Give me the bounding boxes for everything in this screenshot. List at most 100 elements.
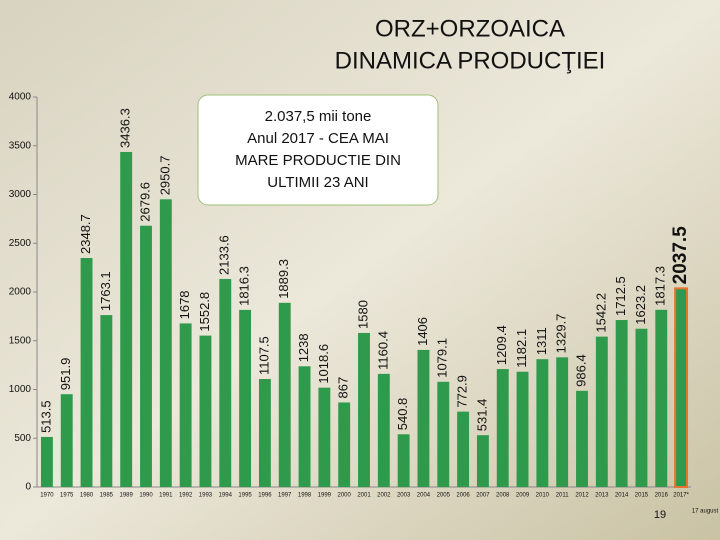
y-tick-label: 0 bbox=[25, 482, 31, 493]
footnote: 17 august bbox=[692, 509, 719, 515]
x-tick-label: 1975 bbox=[60, 493, 74, 499]
value-label: 1406 bbox=[415, 317, 430, 346]
value-label: 1018.6 bbox=[316, 344, 331, 384]
bar bbox=[40, 436, 53, 487]
x-tick-label: 1985 bbox=[100, 493, 114, 499]
bar bbox=[358, 332, 370, 487]
value-label: 2950.7 bbox=[157, 156, 172, 196]
annotation-line: ULTIMII 23 ANI bbox=[267, 174, 368, 191]
value-label: 540.8 bbox=[395, 398, 410, 431]
bar bbox=[219, 278, 232, 487]
value-label: 513.5 bbox=[38, 400, 53, 433]
x-tick-label: 1989 bbox=[120, 493, 134, 499]
value-label: 531.4 bbox=[474, 399, 489, 432]
value-label: 1182.1 bbox=[514, 329, 529, 368]
x-tick-label: 2005 bbox=[437, 493, 451, 499]
x-tick-label: 1996 bbox=[258, 493, 272, 499]
value-label: 1889.3 bbox=[276, 259, 291, 299]
value-label: 1678 bbox=[177, 290, 192, 319]
bar bbox=[576, 390, 588, 487]
y-tick-label: 1000 bbox=[9, 384, 32, 395]
y-tick-label: 4000 bbox=[9, 92, 32, 103]
x-tick-label: 2008 bbox=[496, 493, 510, 499]
x-tick-label: 1997 bbox=[278, 493, 292, 499]
y-tick-label: 3500 bbox=[9, 140, 32, 151]
x-tick-label: 1991 bbox=[159, 493, 173, 499]
value-label: 1107.5 bbox=[256, 336, 271, 375]
bar bbox=[338, 402, 351, 487]
x-tick-label: 2010 bbox=[536, 493, 550, 499]
annotation-line: Anul 2017 - CEA MAI bbox=[247, 130, 389, 147]
x-tick-label: 1970 bbox=[40, 493, 54, 499]
value-label: 1238 bbox=[296, 333, 311, 362]
bar bbox=[60, 394, 73, 487]
bar bbox=[417, 349, 430, 487]
bar bbox=[278, 302, 291, 487]
value-label: 1816.3 bbox=[237, 266, 252, 306]
x-tick-label: 2000 bbox=[338, 493, 352, 499]
bar bbox=[100, 315, 113, 487]
value-label: 1580 bbox=[355, 300, 370, 329]
x-tick-label: 2011 bbox=[556, 493, 570, 499]
bar bbox=[476, 435, 489, 487]
value-label: 1712.5 bbox=[613, 276, 628, 316]
x-tick-label: 2012 bbox=[575, 493, 589, 499]
x-tick-label: 1992 bbox=[179, 493, 193, 499]
y-tick-label: 3000 bbox=[9, 189, 32, 200]
bar bbox=[298, 366, 311, 487]
y-tick-label: 2000 bbox=[9, 287, 32, 298]
x-tick-label: 2015 bbox=[635, 493, 649, 499]
bar bbox=[655, 309, 668, 487]
x-tick-label: 1999 bbox=[318, 493, 332, 499]
x-tick-label: 2007 bbox=[476, 493, 490, 499]
value-label: 1079.1 bbox=[435, 338, 450, 378]
bar bbox=[536, 359, 549, 487]
x-tick-label: 1980 bbox=[80, 493, 94, 499]
bar bbox=[615, 320, 628, 487]
bar bbox=[318, 387, 331, 487]
annotation-line: MARE PRODUCTIE DIN bbox=[235, 152, 401, 169]
bar bbox=[159, 199, 172, 487]
x-tick-label: 2004 bbox=[417, 493, 431, 499]
value-label: 2679.6 bbox=[137, 182, 152, 222]
bar bbox=[437, 381, 450, 487]
bar bbox=[80, 258, 93, 487]
bar bbox=[258, 379, 271, 487]
bar bbox=[457, 411, 470, 487]
x-tick-label: 2003 bbox=[397, 493, 411, 499]
value-label: 2133.6 bbox=[217, 235, 232, 275]
bar bbox=[595, 336, 608, 487]
y-tick-label: 2500 bbox=[9, 238, 32, 249]
value-label: 1160.4 bbox=[375, 331, 390, 370]
value-label: 1623.2 bbox=[633, 285, 648, 325]
bar bbox=[397, 434, 410, 487]
value-label: 1763.1 bbox=[98, 271, 113, 311]
value-label: 1311 bbox=[534, 327, 549, 355]
bar bbox=[496, 369, 509, 487]
x-tick-label: 2016 bbox=[655, 493, 669, 499]
value-label: 2348.7 bbox=[78, 214, 93, 254]
value-label: 772.9 bbox=[455, 375, 470, 408]
chart-title: ORZ+ORZOAICA bbox=[375, 15, 565, 42]
value-label: 3436.3 bbox=[118, 108, 133, 148]
x-tick-label: 2009 bbox=[516, 493, 530, 499]
bar bbox=[199, 335, 212, 487]
x-tick-label: 2017* bbox=[673, 493, 689, 499]
value-label: 867 bbox=[336, 377, 351, 399]
page-number: 19 bbox=[654, 509, 666, 521]
bar bbox=[140, 225, 152, 487]
x-tick-label: 2002 bbox=[377, 493, 391, 499]
x-tick-label: 2001 bbox=[357, 493, 371, 499]
value-label: 1542.2 bbox=[593, 293, 608, 333]
bar bbox=[120, 151, 133, 487]
bar bbox=[516, 371, 529, 487]
value-label: 986.4 bbox=[573, 354, 588, 387]
value-label: 1552.8 bbox=[197, 292, 212, 332]
bar bbox=[674, 287, 689, 488]
annotation-box bbox=[197, 94, 439, 206]
y-tick-label: 1500 bbox=[9, 335, 32, 346]
x-tick-label: 2013 bbox=[595, 493, 609, 499]
value-label: 1209.4 bbox=[494, 325, 509, 365]
bar bbox=[239, 309, 252, 487]
